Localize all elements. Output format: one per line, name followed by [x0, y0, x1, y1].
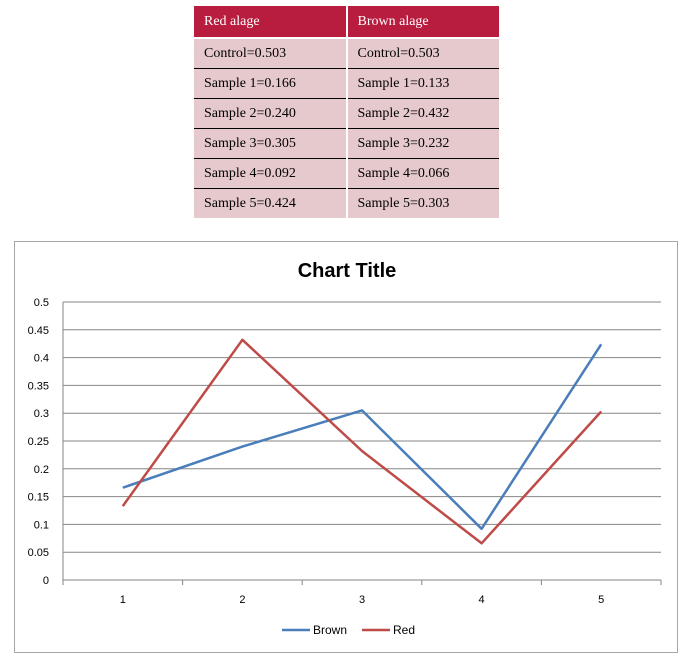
table-row: Sample 4=0.092 Sample 4=0.066 — [194, 158, 499, 189]
y-tick-label: 0.45 — [28, 325, 49, 337]
table-header-red: Red alage — [194, 6, 348, 38]
table-cell: Control=0.503 — [194, 37, 348, 69]
table-header-row: Red alage Brown alage — [194, 6, 499, 38]
legend-label: Red — [393, 623, 415, 637]
y-tick-label: 0.4 — [34, 353, 49, 365]
y-tick-label: 0.3 — [34, 408, 49, 420]
y-tick-label: 0.1 — [34, 519, 49, 531]
table-row: Sample 2=0.240 Sample 2=0.432 — [194, 98, 499, 129]
table-cell: Sample 2=0.432 — [346, 98, 499, 129]
table-row: Sample 5=0.424 Sample 5=0.303 — [194, 188, 499, 218]
series-line-red — [121, 338, 603, 545]
table-cell: Sample 5=0.303 — [346, 188, 499, 218]
series-line-brown — [122, 343, 603, 531]
line-chart: Chart Title 0 0.05 0.1 0.15 0.2 0.25 0.3 0.35 0.… — [28, 260, 662, 637]
table-cell: Sample 1=0.166 — [194, 68, 348, 99]
y-tick-label: 0.05 — [28, 547, 49, 559]
y-tick-label: 0.15 — [28, 492, 49, 504]
table-row: Control=0.503 Control=0.503 — [194, 37, 499, 69]
chart-frame: Chart Title 0 0.05 0.1 0.15 0.2 0.25 0.3 0.35 0.… — [14, 241, 678, 653]
y-tick-label: 0 — [43, 575, 49, 587]
x-tick-label: 3 — [359, 594, 365, 606]
table-cell: Sample 5=0.424 — [194, 188, 348, 218]
table-cell: Sample 3=0.305 — [194, 128, 348, 159]
x-tick-label: 1 — [120, 594, 126, 606]
table-cell: Sample 3=0.232 — [346, 128, 499, 159]
legend: Brown Red — [282, 623, 415, 637]
y-tick-label: 0.25 — [28, 436, 49, 448]
y-tick-label: 0.35 — [28, 380, 49, 392]
grid-layer — [63, 301, 661, 581]
table-cell: Sample 4=0.066 — [346, 158, 499, 189]
table-cell: Sample 4=0.092 — [194, 158, 348, 189]
table-row: Sample 3=0.305 Sample 3=0.232 — [194, 128, 499, 159]
axis-layer: 0 0.05 0.1 0.15 0.2 0.25 0.3 0.35 0.4 0.45 0.5 1 2 3 4… — [28, 297, 662, 606]
x-tick-label: 4 — [479, 594, 485, 606]
table-cell: Control=0.503 — [346, 37, 499, 69]
y-tick-label: 0.2 — [34, 464, 49, 476]
series-layer — [121, 338, 603, 545]
legend-label: Brown — [313, 623, 347, 637]
x-tick-label: 5 — [598, 594, 604, 606]
x-tick-label: 2 — [239, 594, 245, 606]
table-cell: Sample 2=0.240 — [194, 98, 348, 129]
y-tick-label: 0.5 — [34, 297, 49, 309]
table-row: Sample 1=0.166 Sample 1=0.133 — [194, 68, 499, 99]
data-table: Red alage Brown alage Control=0.503 Cont… — [194, 6, 499, 218]
chart-title: Chart Title — [298, 260, 397, 282]
table-cell: Sample 1=0.133 — [346, 68, 499, 99]
table-header-brown: Brown alage — [346, 6, 499, 38]
